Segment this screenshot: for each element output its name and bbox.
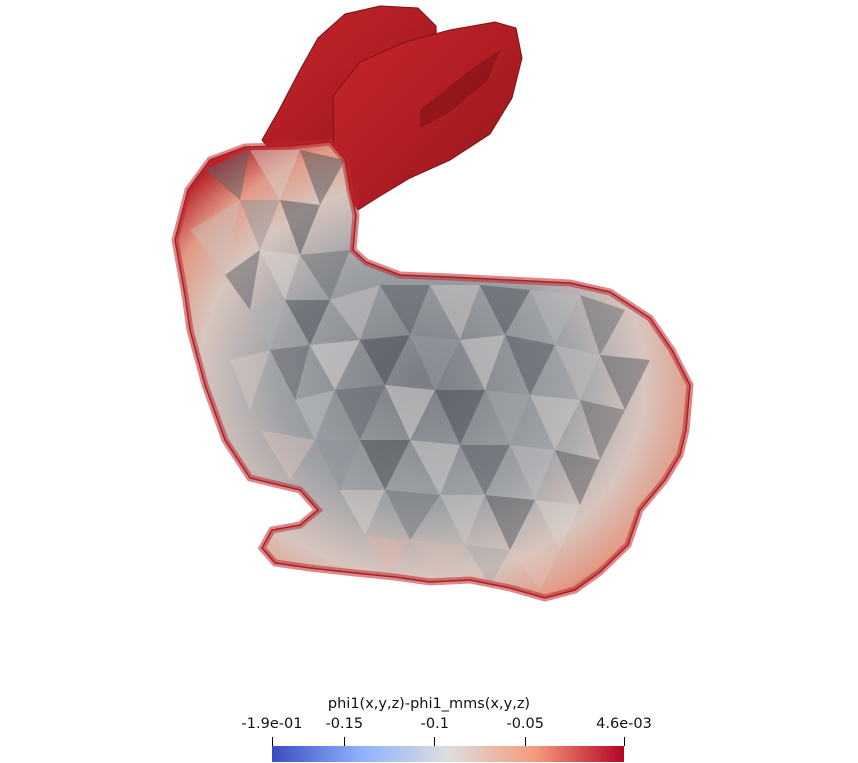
mesh-facets — [190, 150, 650, 590]
body-rim — [171, 138, 694, 602]
ear-crease — [420, 50, 500, 128]
